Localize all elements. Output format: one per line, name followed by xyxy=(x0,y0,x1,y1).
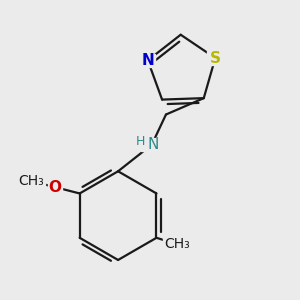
Bar xyxy=(207,51,223,65)
Bar xyxy=(141,138,163,152)
Bar xyxy=(163,237,191,251)
Text: CH₃: CH₃ xyxy=(18,174,44,188)
Text: H: H xyxy=(136,135,146,148)
Text: S: S xyxy=(210,50,221,65)
Bar xyxy=(48,181,61,193)
Bar xyxy=(17,174,44,188)
Text: N: N xyxy=(148,137,159,152)
Text: O: O xyxy=(48,180,61,195)
Text: N: N xyxy=(142,53,154,68)
Text: CH₃: CH₃ xyxy=(164,237,190,251)
Bar xyxy=(141,54,154,67)
